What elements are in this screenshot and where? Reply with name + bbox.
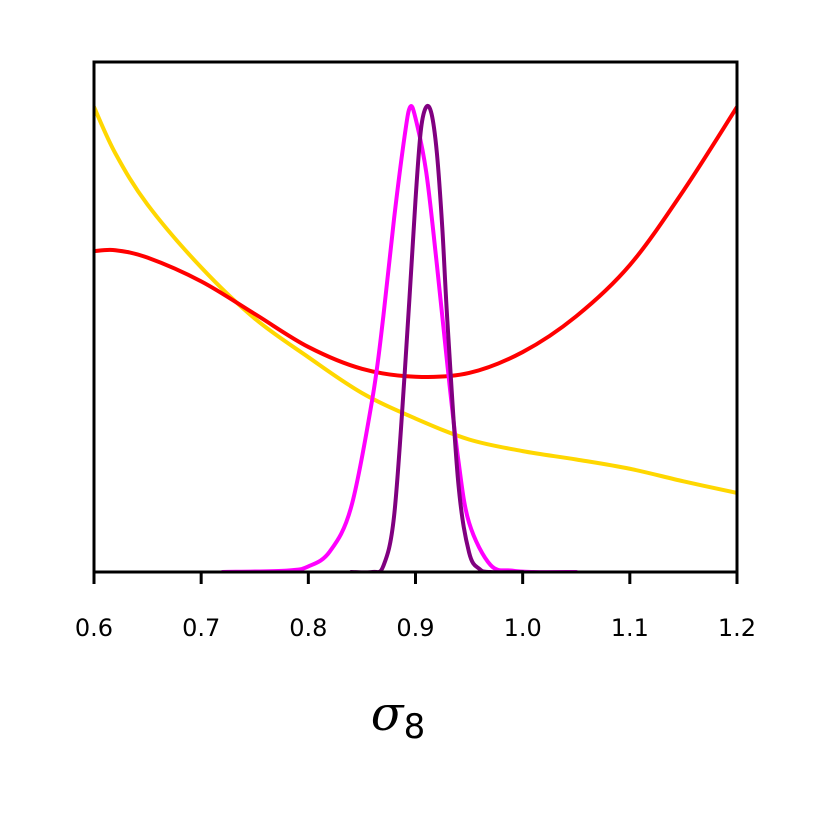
x-tick-label: 1.0 — [504, 614, 542, 642]
x-tick-label: 0.9 — [396, 614, 434, 642]
x-axis-label-symbol: σ — [371, 686, 405, 742]
series-line-4 — [349, 103, 525, 572]
series-line-3 — [220, 104, 579, 572]
series-line-2 — [94, 105, 737, 379]
x-tick-label: 1.1 — [611, 614, 649, 642]
x-tick-label: 0.6 — [75, 614, 113, 642]
x-axis-ticks: 0.6 0.7 0.8 0.9 1.0 1.1 1.2 — [75, 572, 756, 642]
x-tick-label: 0.7 — [182, 614, 220, 642]
x-tick-label: 0.8 — [289, 614, 327, 642]
x-axis-label-subscript: 8 — [404, 707, 426, 747]
x-tick-label: 1.2 — [718, 614, 756, 642]
x-axis-label: σ8 — [371, 686, 425, 747]
series-layer — [94, 103, 737, 572]
